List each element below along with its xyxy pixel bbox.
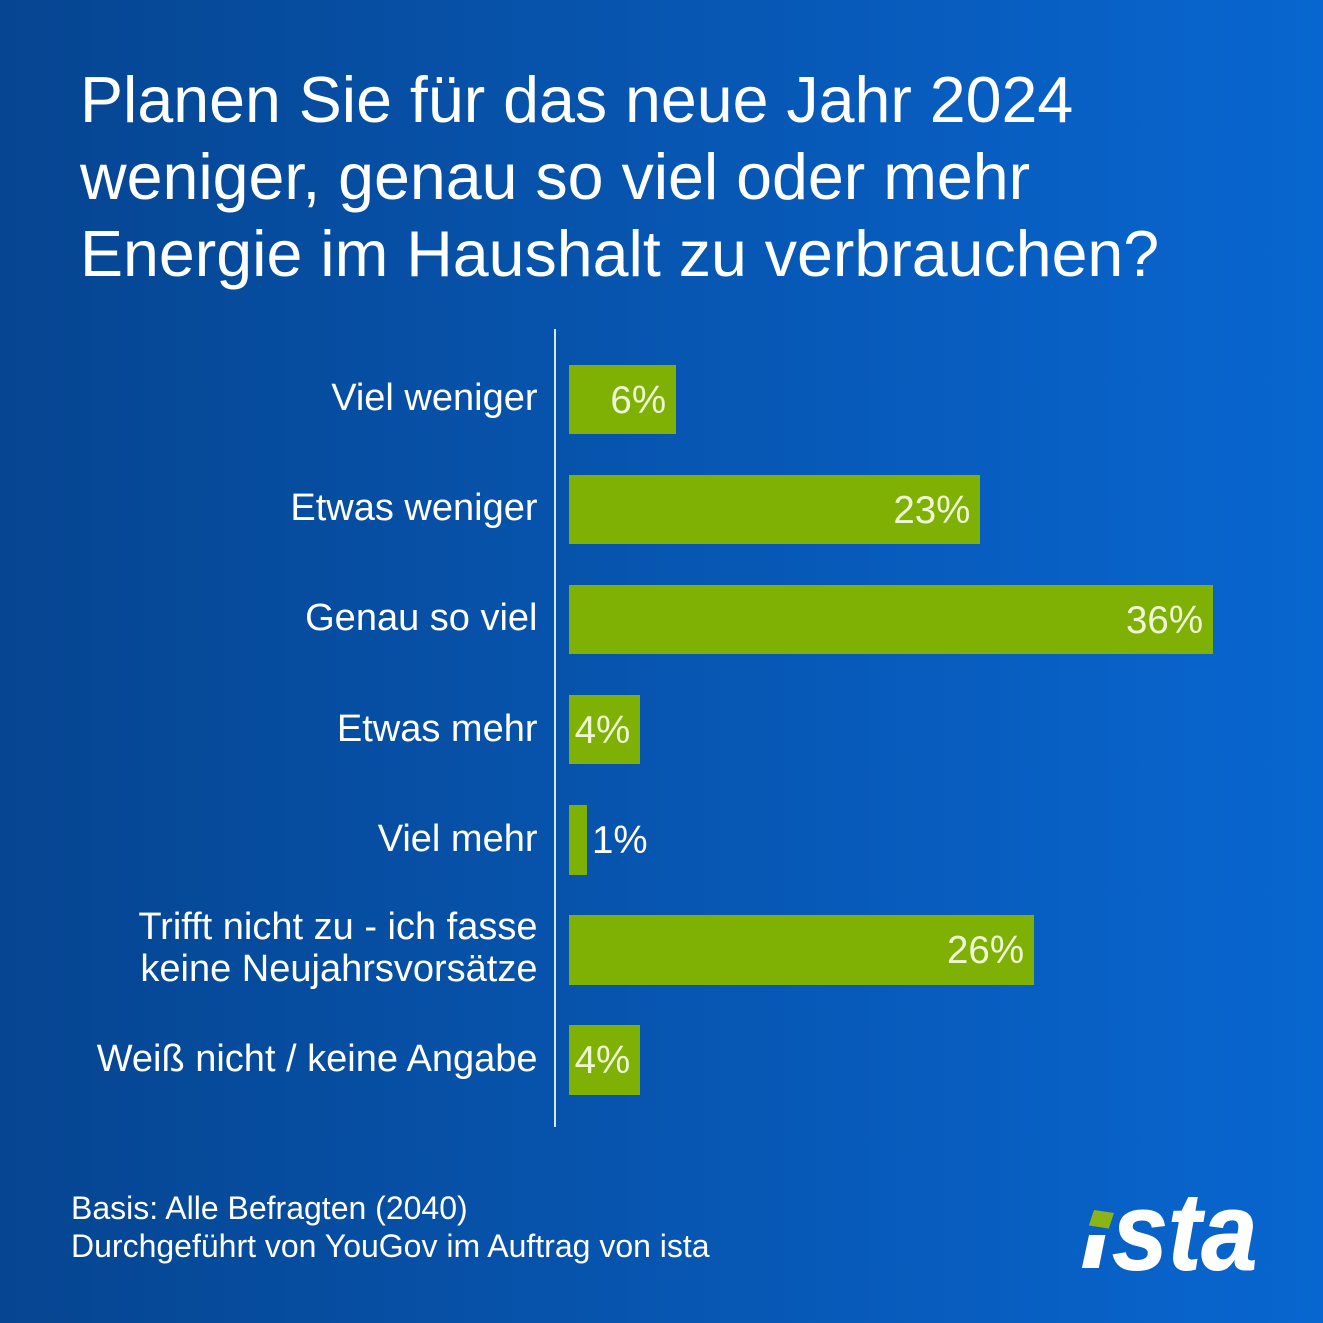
svg-text:sta: sta (1112, 1185, 1257, 1285)
